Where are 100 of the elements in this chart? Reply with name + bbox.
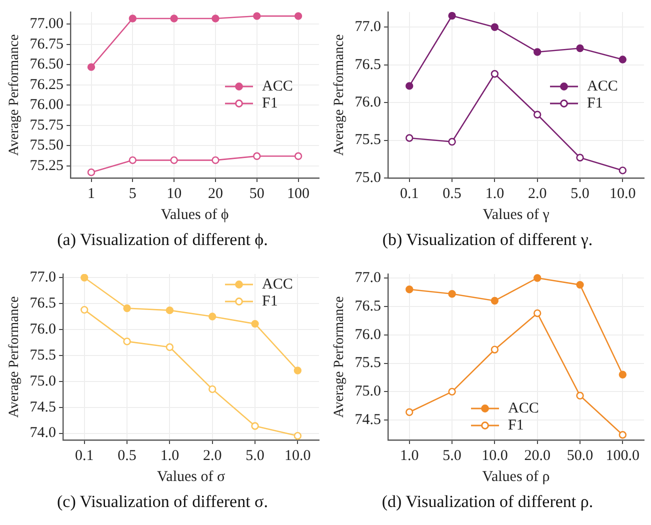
y-tick-label: 75.75 [30, 117, 64, 134]
point [123, 338, 131, 346]
point [128, 14, 137, 22]
point [534, 110, 542, 118]
point [618, 166, 627, 174]
x-tick-label: 0.5 [118, 448, 136, 464]
point [490, 70, 499, 78]
text: (c) Visualization of different σ. [56, 492, 269, 512]
legend-label: ACC [262, 276, 293, 292]
point [80, 306, 88, 314]
point [406, 134, 414, 142]
x-tick-label: 0.1 [75, 448, 94, 464]
point [490, 346, 499, 354]
legend-label: ACC [587, 78, 618, 94]
point [576, 44, 584, 52]
x-axis-title: Values of σ [156, 468, 226, 485]
point [406, 286, 414, 294]
x-tick-label: 5.0 [570, 186, 590, 202]
y-tick-label: 75.5 [30, 347, 56, 364]
point [294, 12, 302, 20]
x-tick-label: 20.0 [524, 448, 550, 464]
y-tick-label: 75.0 [30, 373, 56, 390]
legend-label: F1 [262, 95, 278, 112]
point [166, 306, 174, 314]
point [208, 385, 216, 394]
point [294, 366, 302, 374]
point [618, 431, 627, 439]
point [618, 370, 627, 378]
y-tick-label: 75.5 [354, 355, 382, 372]
x-tick-label: 5.0 [442, 448, 462, 464]
point [534, 274, 542, 282]
point [251, 422, 259, 430]
text: (d) Visualization of different ρ. [380, 492, 594, 512]
text: (a) Visualization of different ϕ. [56, 230, 269, 250]
y-tick-label: 74.5 [30, 399, 56, 416]
x-tick-label: 2.0 [202, 448, 222, 464]
point [212, 14, 220, 22]
point [123, 304, 131, 312]
x-tick-label: 5 [128, 186, 136, 202]
x-tick-label: 50 [249, 186, 264, 202]
y-tick-label: 75.5 [354, 132, 382, 148]
point [294, 432, 302, 440]
text: (b) Visualization of different γ. [381, 230, 594, 250]
point [534, 309, 542, 318]
y-tick-label: 77.0 [30, 270, 56, 286]
legend-label: F1 [508, 417, 524, 434]
x-tick-label: 10.0 [482, 448, 508, 464]
point [448, 12, 456, 20]
point [490, 23, 499, 31]
y-tick-label: 76.0 [30, 321, 56, 338]
x-tick-label: 1.0 [400, 448, 419, 464]
x-tick-label: 10 [166, 186, 182, 202]
y-tick-label: 76.5 [354, 56, 382, 73]
y-axis-title: Average Performance [7, 34, 22, 156]
x-tick-label: 1 [88, 186, 96, 202]
y-tick-label: 75.0 [354, 384, 382, 400]
point [448, 138, 456, 146]
y-tick-label: 75.25 [30, 158, 64, 174]
point [87, 168, 96, 176]
point [448, 388, 456, 396]
point [166, 343, 174, 351]
y-axis-title: Average Performance [7, 296, 22, 418]
y-tick-label: 76.5 [30, 296, 56, 312]
point [294, 152, 302, 160]
point [87, 63, 96, 71]
point [576, 154, 584, 162]
x-axis-title: Values of γ [482, 206, 550, 223]
point [253, 12, 261, 20]
y-axis-title: Average Performance [332, 34, 348, 156]
y-tick-label: 76.25 [30, 76, 64, 93]
point [128, 156, 137, 164]
point [576, 280, 584, 289]
y-tick-label: 76.5 [354, 298, 382, 314]
x-tick-label: 20 [208, 186, 223, 202]
point [170, 156, 178, 164]
point [251, 320, 259, 328]
y-tick-label: 76.00 [30, 97, 64, 114]
point [618, 56, 627, 64]
x-axis-title: Values of ϕ [160, 206, 229, 223]
legend-label: ACC [508, 400, 539, 416]
y-axis-title: Average Performance [332, 296, 348, 418]
y-tick-label: 76.0 [354, 326, 382, 343]
y-tick-label: 75.0 [354, 170, 382, 186]
x-tick-label: 100.0 [606, 448, 640, 464]
x-tick-label: 2.0 [528, 186, 547, 202]
x-axis-title: Values of ρ [482, 468, 550, 485]
point [80, 274, 88, 282]
point [406, 82, 414, 90]
point [448, 290, 456, 298]
y-tick-label: 76.0 [354, 94, 382, 110]
y-tick-label: 74.5 [354, 412, 382, 428]
point [534, 48, 542, 56]
x-tick-label: 1.0 [160, 448, 180, 464]
y-tick-label: 77.0 [354, 270, 382, 286]
point [170, 14, 178, 22]
point [490, 296, 499, 305]
legend-label: F1 [587, 95, 603, 112]
x-tick-label: 50.0 [566, 448, 594, 464]
legend-label: ACC [262, 78, 293, 94]
y-tick-label: 77.00 [30, 16, 64, 32]
